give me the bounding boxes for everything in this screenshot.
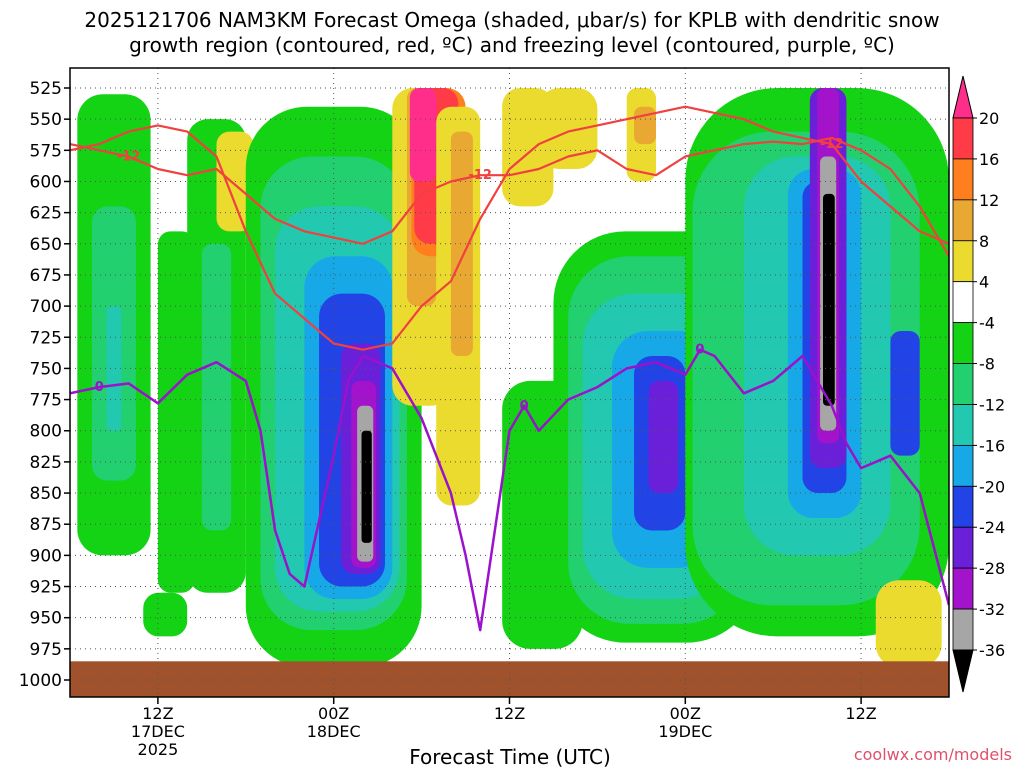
x-axis-title: Forecast Time (UTC) (409, 745, 611, 768)
y-tick-label-550: 550 (30, 110, 62, 130)
omega-shading-layer (77, 88, 949, 668)
colorbar-band-0 (952, 117, 974, 160)
colorbar-top-arrow (952, 75, 974, 119)
omega-cell-34 (648, 380, 678, 494)
omega-cell-27 (634, 106, 656, 145)
chart-title-line1: 2025121706 NAM3KM Forecast Omega (shaded… (84, 8, 939, 32)
omega-cell-44 (890, 331, 920, 456)
colorbar-label--28: -28 (979, 559, 1005, 578)
y-tick-label-750: 750 (30, 359, 62, 379)
sg-label-b: -12 (468, 168, 492, 183)
y-tick-label-600: 600 (30, 172, 62, 192)
x-tick-label-2-0: 12Z (494, 704, 525, 723)
snow-growth-contour-lower (70, 105, 949, 351)
fz-label-b: 0 (520, 399, 529, 414)
colorbar-band-1 (952, 158, 974, 201)
x-tick-label-3-0: 00Z (670, 704, 701, 723)
x-tick-label-1-1: 18DEC (307, 722, 361, 741)
credit-text: coolwx.com/models (854, 745, 1012, 764)
x-tick-label-4-0: 12Z (845, 704, 876, 723)
chart-title-line2: growth region (contoured, red, ºC) and f… (129, 33, 895, 57)
colorbar-band-6 (952, 363, 974, 405)
colorbar-label--32: -32 (979, 600, 1005, 619)
omega-cell-23 (450, 131, 473, 356)
y-tick-label-850: 850 (30, 484, 62, 504)
omega-cell-2 (106, 306, 122, 431)
omega-cell-45 (875, 580, 942, 668)
colorbar-bottom-arrow (952, 649, 974, 693)
y-tick-label-900: 900 (30, 546, 62, 566)
colorbar-band-9 (952, 485, 974, 528)
x-tick-label-3-1: 19DEC (658, 722, 712, 741)
colorbar-band-11 (952, 567, 974, 610)
freezing-level-contour (70, 348, 949, 632)
fz-label-c: 0 (695, 343, 704, 358)
colorbar-label-4: 4 (979, 273, 989, 292)
colorbar-label--36: -36 (979, 641, 1005, 660)
y-tick-label-800: 800 (30, 422, 62, 442)
omega-cell-3 (143, 592, 188, 637)
y-tick-label-950: 950 (30, 609, 62, 629)
colorbar-band-3 (952, 240, 974, 283)
contour-layer: 0 0 0 -12 -12 -12 (70, 105, 949, 632)
colorbar-label--16: -16 (979, 436, 1005, 455)
colorbar-label-16: 16 (979, 150, 999, 169)
y-tick-label-650: 650 (30, 235, 62, 255)
omega-cell-6 (201, 243, 232, 531)
colorbar-label--4: -4 (979, 314, 995, 333)
y-tick-label-700: 700 (30, 297, 62, 317)
omega-cell-43 (823, 193, 835, 406)
y-tick-label-525: 525 (30, 79, 62, 99)
terrain-fill (70, 661, 949, 697)
colorbar-label-8: 8 (979, 232, 989, 251)
colorbar-band-7 (952, 404, 974, 446)
y-tick-label-875: 875 (30, 515, 62, 535)
omega-cell-7 (216, 131, 254, 232)
snow-growth-contour-upper (70, 136, 949, 257)
colorbar-label--12: -12 (979, 395, 1005, 414)
sg-label-c: -12 (820, 137, 844, 152)
colorbar-band-8 (952, 444, 974, 487)
plot-area: 0 0 0 -12 -12 -12 (69, 67, 950, 698)
x-tick-label-1-0: 00Z (318, 704, 349, 723)
colorbar-label-12: 12 (979, 191, 999, 210)
y-axis: 525 550 575 600 625 650 675 700 725 750 775 800 825 8… (19, 79, 70, 691)
colorbar-band-5 (952, 322, 974, 364)
colorbar-band-4 (952, 281, 974, 324)
colorbar: 20 16 12 8 4 -4 -8 -12 -16 -20 -24 -28 -32 -36 (952, 75, 1005, 693)
y-tick-label-1000: 1000 (19, 671, 62, 691)
y-tick-label-575: 575 (30, 141, 62, 161)
y-tick-label-825: 825 (30, 453, 62, 473)
omega-cell-4 (157, 231, 195, 593)
x-tick-label-0-0: 12Z (142, 704, 173, 723)
y-tick-label-975: 975 (30, 640, 62, 660)
y-tick-label-925: 925 (30, 578, 62, 598)
colorbar-band-12 (952, 608, 974, 651)
colorbar-band-2 (952, 199, 974, 242)
omega-cell-21 (409, 88, 437, 182)
x-tick-label-0-2: 2025 (138, 740, 179, 759)
y-tick-label-775: 775 (30, 391, 62, 411)
y-tick-label-625: 625 (30, 204, 62, 224)
colorbar-band-10 (952, 526, 974, 569)
omega-cell-25 (538, 88, 598, 170)
fz-label-a: 0 (95, 380, 104, 395)
colorbar-label--24: -24 (979, 518, 1005, 537)
omega-cell-16 (361, 430, 372, 543)
colorbar-label--20: -20 (979, 477, 1005, 496)
terrain-layer (70, 661, 949, 697)
x-tick-label-0-1: 17DEC (131, 722, 185, 741)
colorbar-label--8: -8 (979, 355, 995, 374)
sg-label-a: -12 (117, 150, 141, 165)
y-tick-label-725: 725 (30, 328, 62, 348)
y-tick-label-675: 675 (30, 266, 62, 286)
colorbar-label-20: 20 (979, 109, 999, 128)
